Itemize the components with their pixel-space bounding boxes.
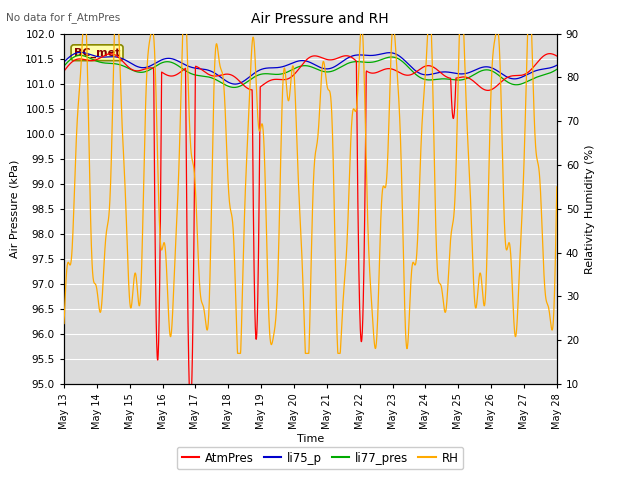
- X-axis label: Time: Time: [297, 434, 324, 444]
- Text: No data for f_AtmPres: No data for f_AtmPres: [6, 12, 121, 23]
- Y-axis label: Relativity Humidity (%): Relativity Humidity (%): [584, 144, 595, 274]
- Text: Air Pressure and RH: Air Pressure and RH: [251, 12, 389, 26]
- Legend: AtmPres, li75_p, li77_pres, RH: AtmPres, li75_p, li77_pres, RH: [177, 447, 463, 469]
- Y-axis label: Air Pressure (kPa): Air Pressure (kPa): [10, 160, 20, 258]
- Text: BC_met: BC_met: [74, 48, 120, 58]
